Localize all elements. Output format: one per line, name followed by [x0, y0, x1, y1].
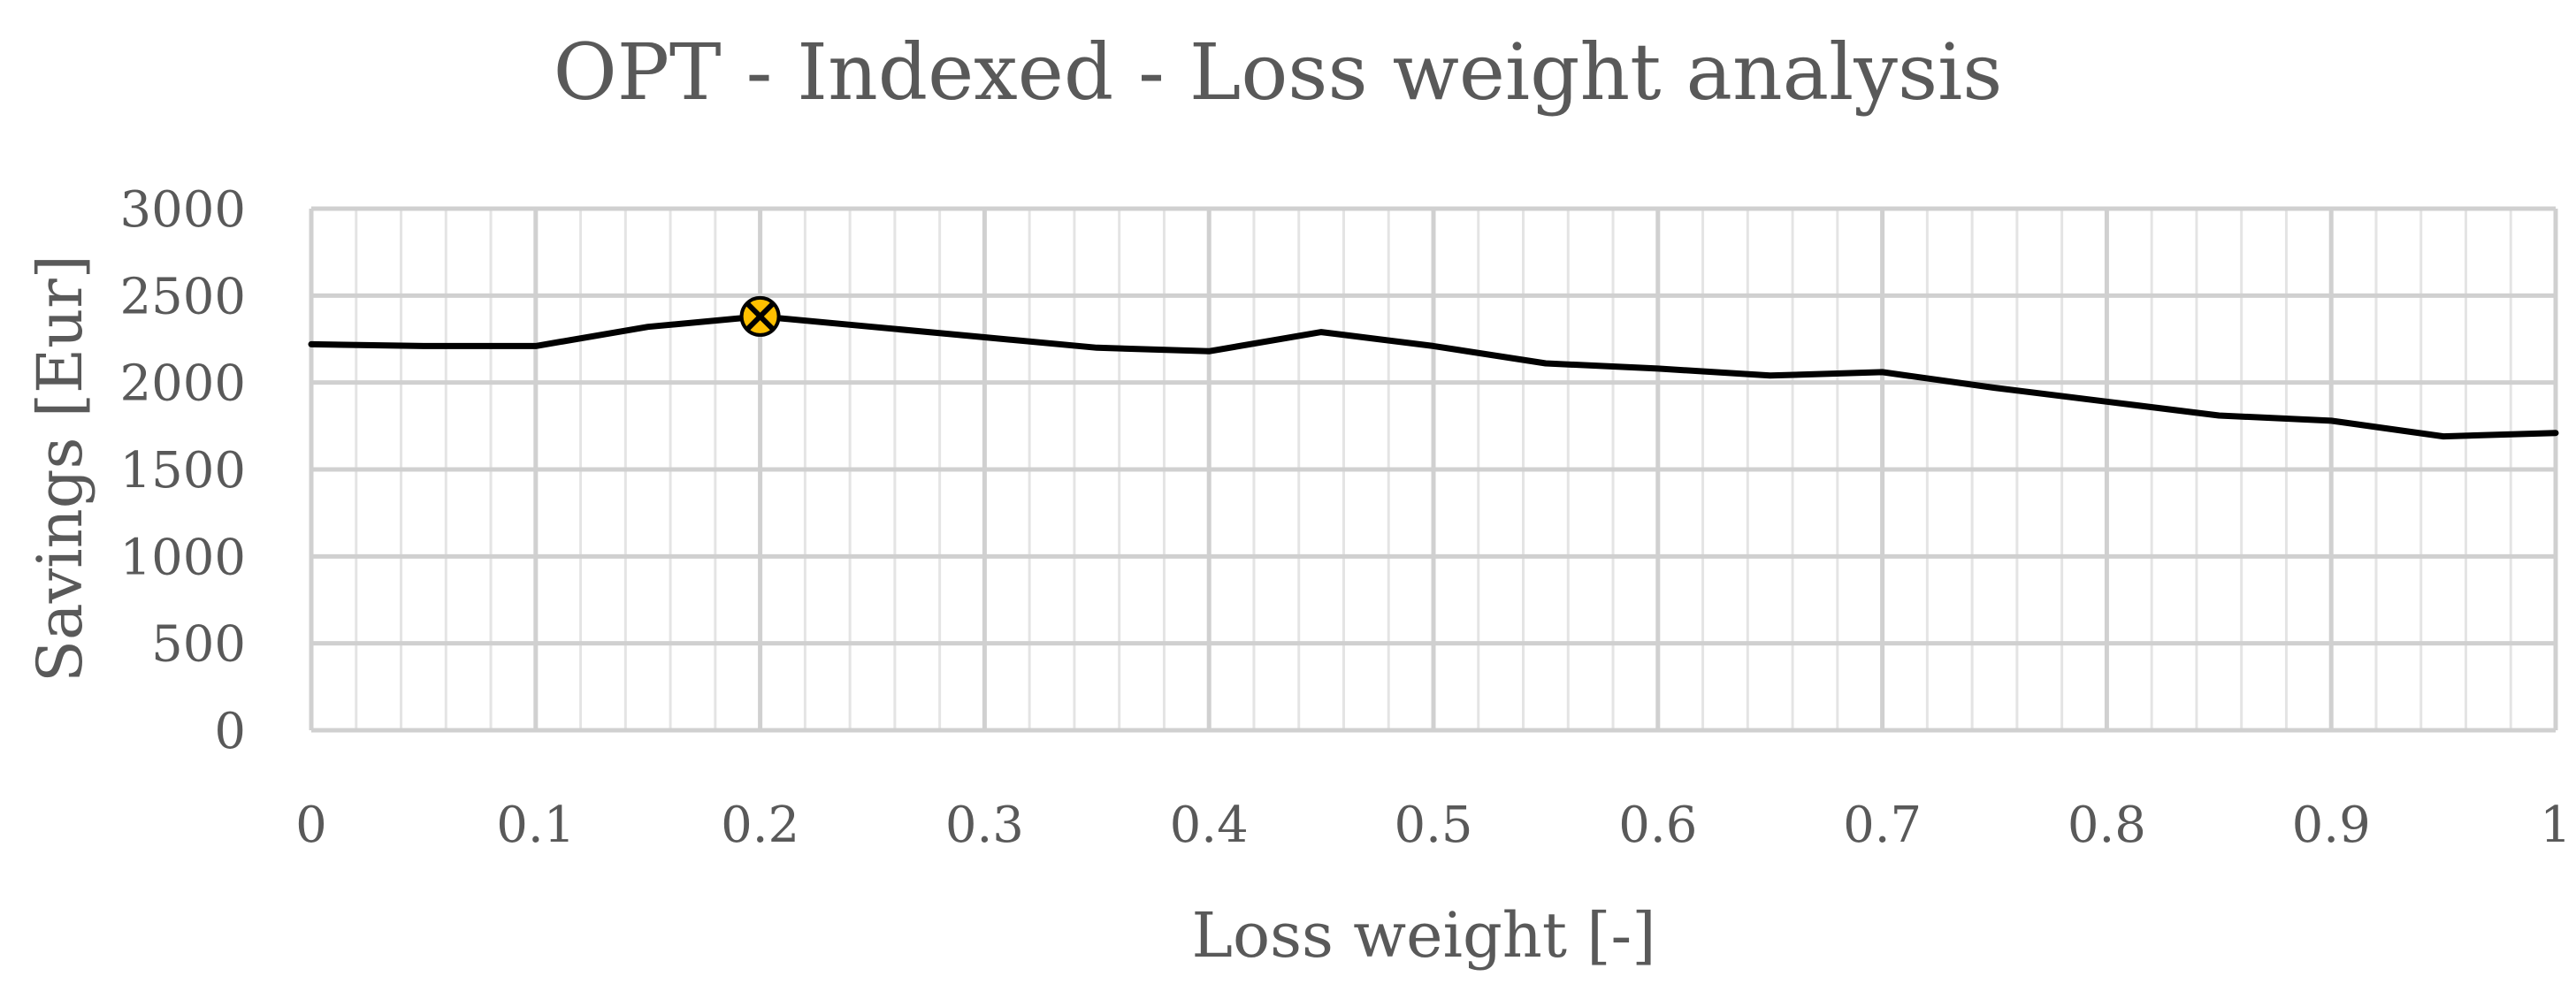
highlight-marker: [739, 295, 781, 337]
chart-title: OPT - Indexed - Loss weight analysis: [554, 27, 2003, 118]
series-line: [308, 313, 2559, 440]
y-tick-label: 2500: [119, 268, 246, 325]
x-tick-label: 0.4: [1170, 797, 1249, 854]
x-tick-label: 0.9: [2292, 797, 2371, 854]
y-tick-label: 3000: [119, 181, 246, 239]
x-tick-label: 1: [2540, 797, 2572, 854]
x-tick-label: 0.3: [945, 797, 1024, 854]
highlight-cross-b: [745, 301, 776, 332]
x-tick-label: 0.6: [1618, 797, 1697, 854]
major-grid: [309, 206, 2558, 733]
x-tick-label: 0.5: [1394, 797, 1472, 854]
x-tick-label: 0: [295, 797, 327, 854]
y-tick-label: 500: [151, 616, 246, 674]
x-tick-labels: 0 0.1 0.2 0.3 0.4 0.5 0.6 0.7 0.8 0.9 1: [295, 797, 2572, 854]
y-tick-label: 2000: [119, 355, 246, 413]
x-tick-label: 0.7: [1843, 797, 1922, 854]
x-tick-label: 0.1: [496, 797, 575, 854]
y-tick-label: 0: [214, 703, 246, 760]
x-tick-label: 0.8: [2068, 797, 2146, 854]
y-tick-label: 1000: [119, 529, 246, 586]
y-tick-label: 1500: [119, 442, 246, 500]
x-axis-title: Loss weight [-]: [1192, 899, 1656, 972]
x-tick-label: 0.2: [721, 797, 799, 854]
y-tick-labels: 0 500 1000 1500 2000 2500 3000: [119, 181, 246, 760]
y-axis-title: Savings [Eur]: [24, 255, 96, 683]
